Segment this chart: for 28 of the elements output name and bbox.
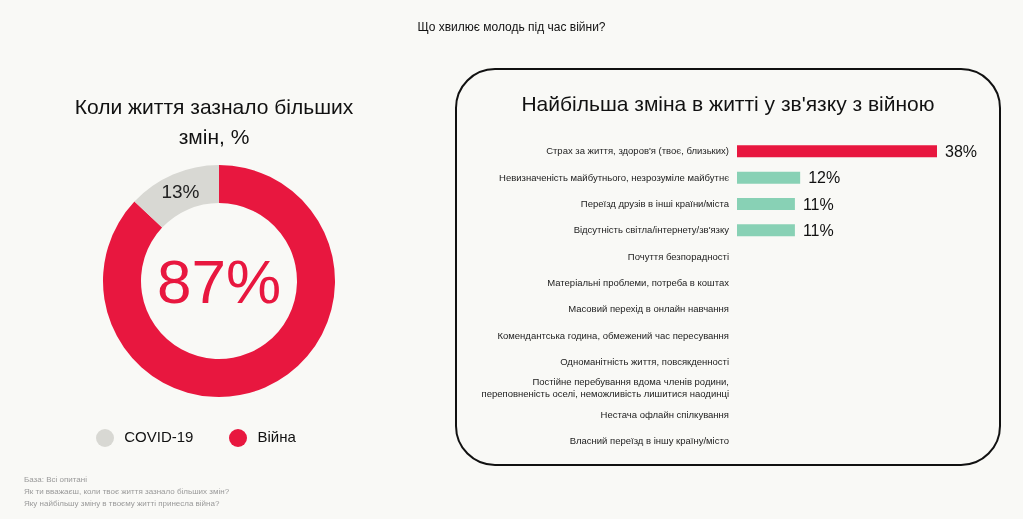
text: Яку найбільшу зміну в твоєму житті принесла війна? — [24, 498, 221, 510]
y-tick-label: Власний переїзд в іншу країну/місто — [569, 434, 729, 446]
text: База: Всі опитані — [24, 474, 88, 486]
donut-slice — [103, 165, 335, 397]
legend-label: Війна — [257, 428, 296, 446]
y-tick-label: Переїзд друзів в інші країни/міста — [580, 197, 730, 209]
y-tick-label: Почуття безпорадності — [627, 250, 729, 262]
y-tick-label: Масовий перехід в онлайн навчання — [568, 303, 729, 315]
text: Як ти вважаєш, коли твоє життя зазнало більших змін? — [24, 486, 230, 498]
data-label: 11% — [802, 195, 834, 213]
chart-title: Коли життя зазнало більших змін, % — [73, 94, 355, 150]
donut-slice — [134, 165, 219, 228]
y-tick-label: Матеріальні проблеми, потреба в коштах — [547, 276, 730, 288]
data-label: 87% — [156, 246, 282, 316]
y-tick-label: Одноманітність життя, повсякденності — [560, 355, 729, 367]
y-tick-label: Відсутність світла/інтернету/зв'язку — [573, 224, 730, 236]
y-tick-label: Нестача офлайн спілкування — [600, 408, 729, 420]
y-tick-label: Постійне перебування вдома членів родини, переповненість оселі, неможливість лишитися наодинці — [481, 376, 729, 400]
data-label: 11% — [802, 221, 834, 239]
y-tick-label: Страх за життя, здоров'я (твоє, близьких) — [546, 145, 729, 157]
legend-label: COVID-19 — [124, 428, 194, 446]
data-label: 38% — [945, 142, 978, 160]
y-tick-label: Невизначеність майбутнього, незрозуміле майбутнє — [499, 171, 730, 183]
text: Що хвилює молодь під час війни? — [416, 20, 607, 34]
y-tick-label: Комендантська година, обмежений час пересування — [497, 329, 729, 341]
data-label: 13% — [161, 181, 200, 203]
data-label: 12% — [808, 169, 841, 187]
chart-title: Найбільша зміна в житті у зв'язку з війною — [520, 92, 936, 116]
